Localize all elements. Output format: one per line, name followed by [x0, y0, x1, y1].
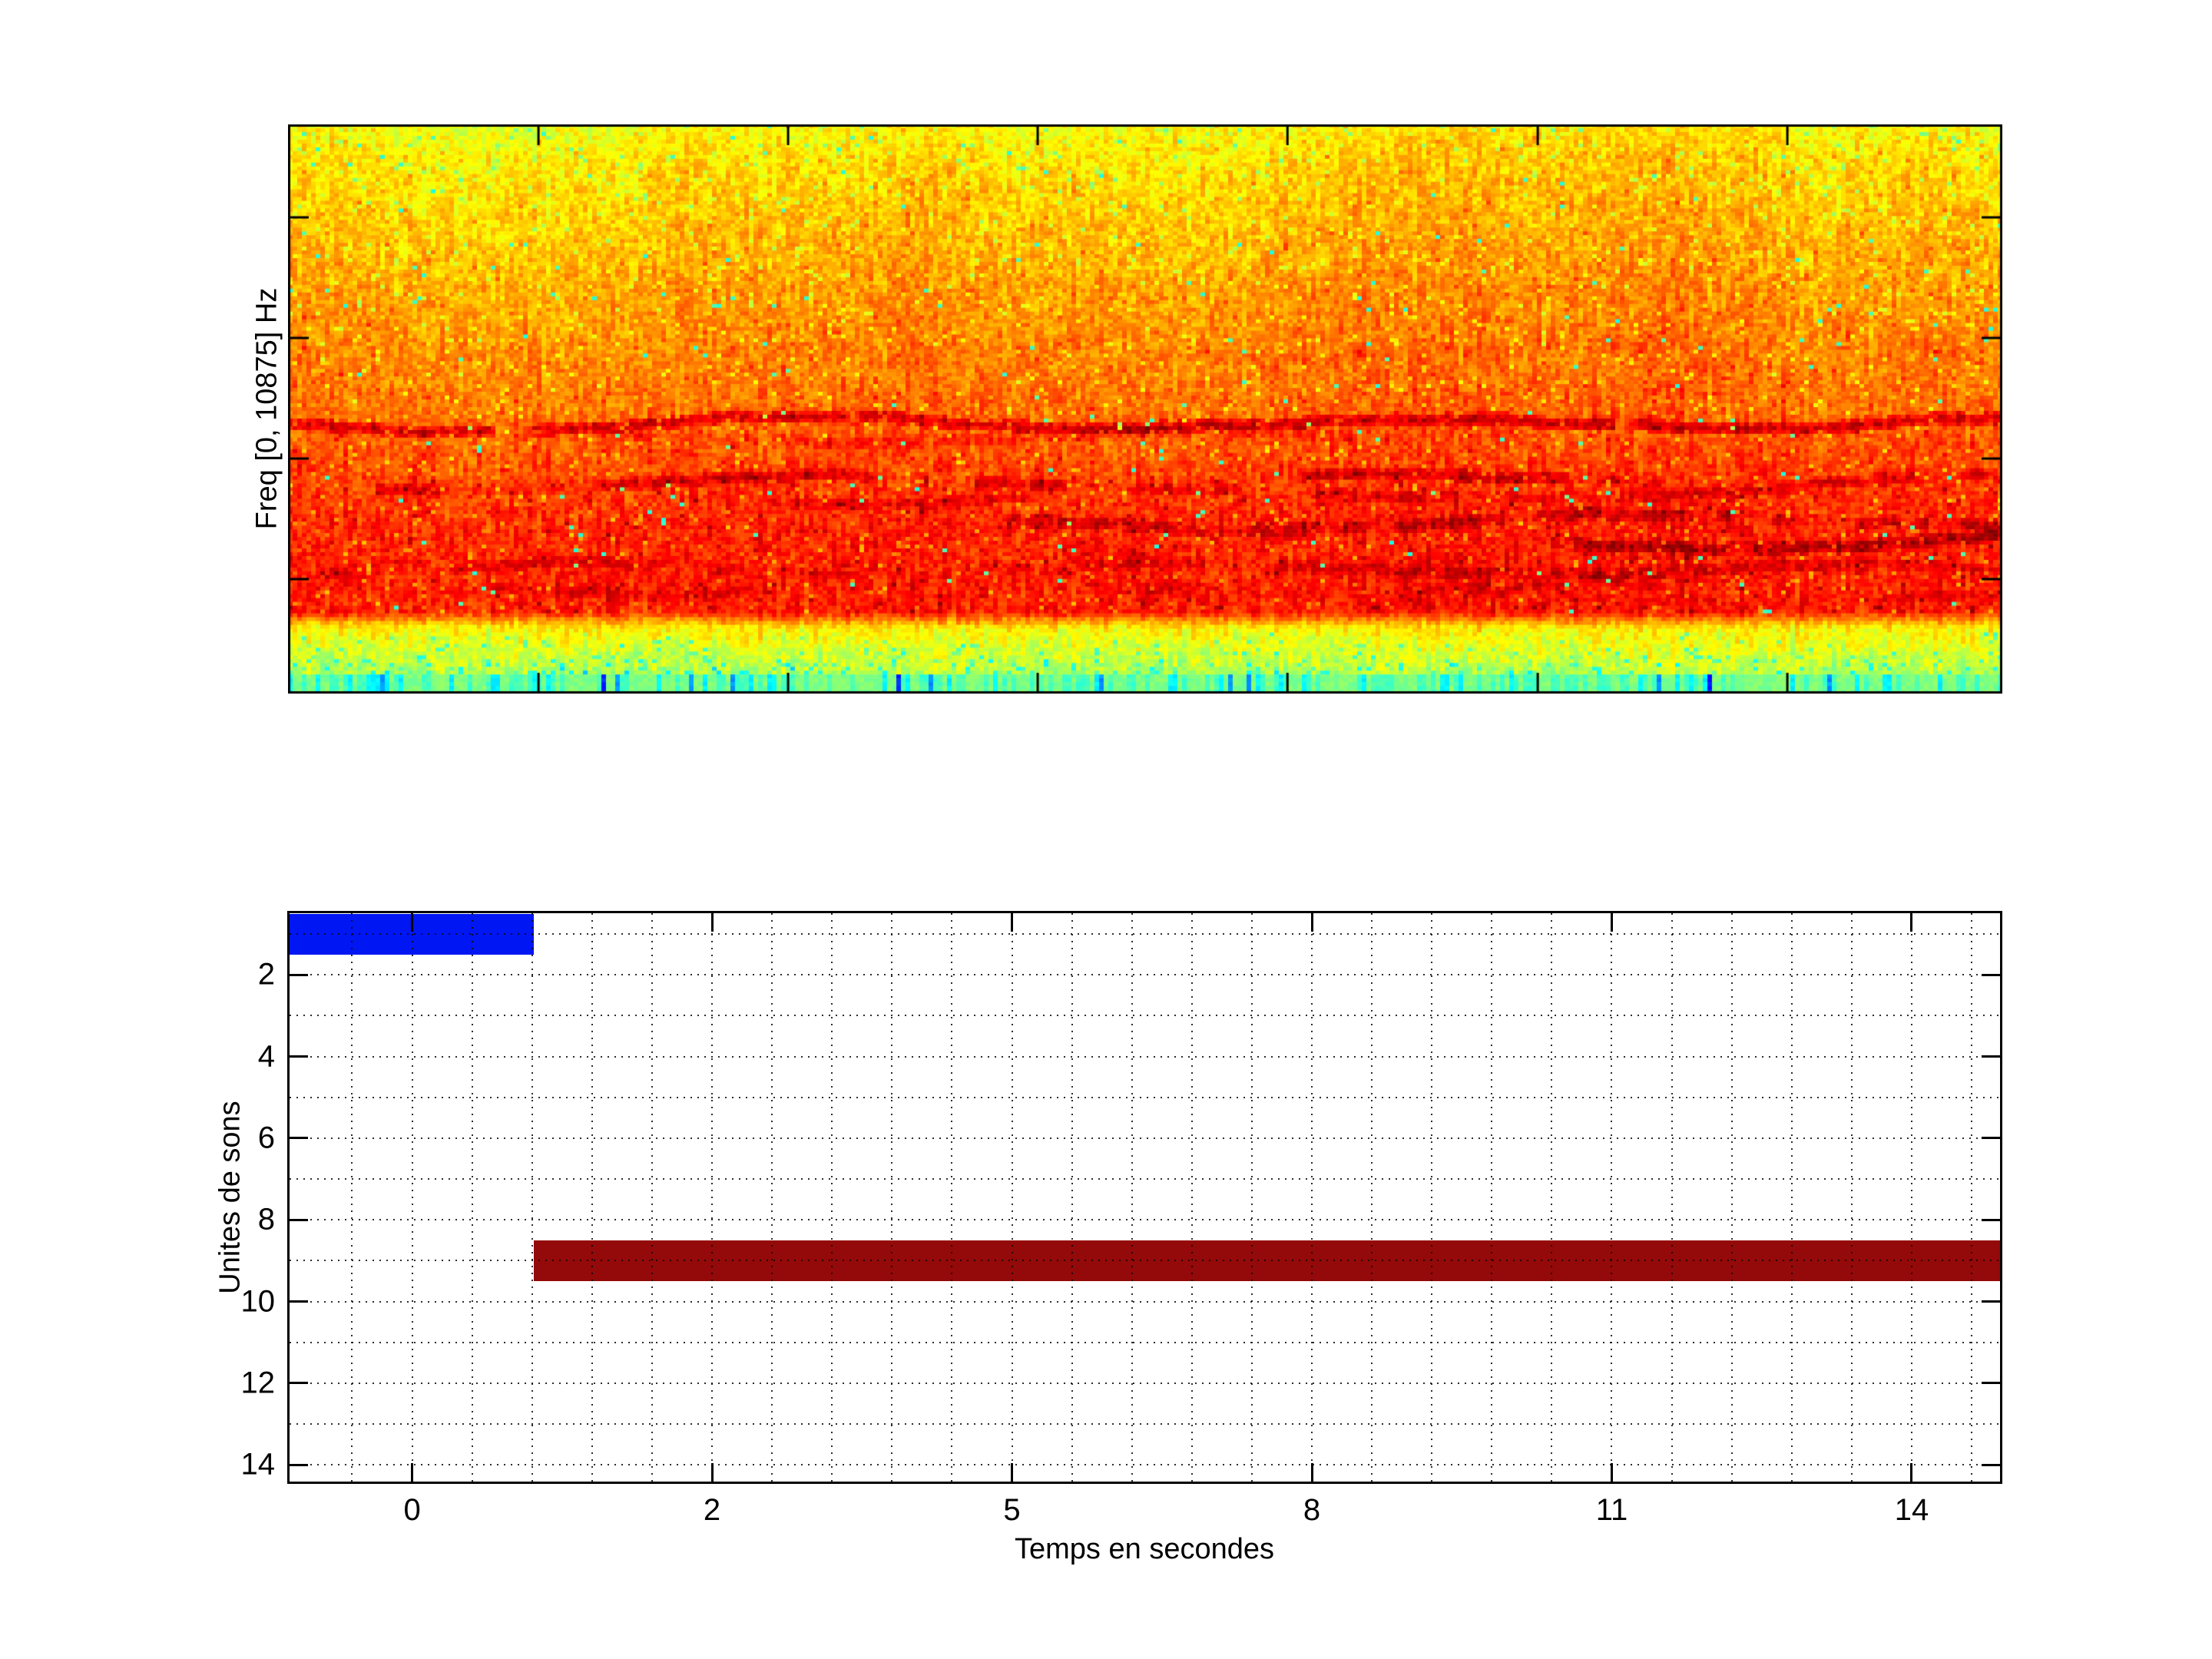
gridline-vertical — [1910, 913, 1912, 1482]
gridline-horizontal — [290, 1464, 2000, 1466]
x-axis-tick — [1910, 913, 1913, 932]
x-axis-tick — [411, 1463, 414, 1482]
x-axis-tick — [1011, 1463, 1014, 1482]
y-axis-tick — [290, 973, 308, 976]
x-axis-tick — [1310, 913, 1313, 932]
gridline-horizontal — [290, 1178, 2000, 1181]
gridline-vertical — [831, 913, 833, 1482]
gridline-vertical — [1071, 913, 1073, 1482]
gridline-horizontal — [290, 1300, 2000, 1303]
gridline-vertical — [1011, 913, 1013, 1482]
y-tick-label: 2 — [257, 957, 275, 992]
gridline-vertical — [1310, 913, 1313, 1482]
gridline-vertical — [1250, 913, 1253, 1482]
y-axis-tick — [290, 1300, 308, 1303]
y-tick-label: 12 — [240, 1366, 276, 1400]
gridline-vertical — [1491, 913, 1493, 1482]
gridline-vertical — [471, 913, 473, 1482]
x-axis-tick — [1610, 1463, 1613, 1482]
y-axis-tick — [290, 1055, 308, 1058]
gridline-vertical — [591, 913, 593, 1482]
spectrogram-y-axis-label: Freq [0, 10875] Hz — [250, 287, 283, 530]
x-axis-tick — [710, 913, 714, 932]
gridline-vertical — [1730, 913, 1733, 1482]
gridline-vertical — [1671, 913, 1673, 1482]
x-tick-label: 0 — [403, 1493, 421, 1527]
y-axis-tick — [1982, 1382, 2000, 1385]
gridline-horizontal — [290, 1260, 2000, 1262]
gridline-vertical — [411, 913, 413, 1482]
spectrogram-plot-area — [288, 124, 2002, 694]
gridline-horizontal — [290, 1055, 2000, 1058]
spectrogram-heatmap-image — [288, 124, 2002, 694]
x-tick-label: 14 — [1894, 1493, 1929, 1527]
y-axis-tick — [1982, 973, 2000, 976]
x-axis-tick — [1910, 1463, 1913, 1482]
gridline-vertical — [1551, 913, 1553, 1482]
x-tick-label: 11 — [1595, 1493, 1628, 1527]
y-axis-tick — [1982, 1055, 2000, 1058]
y-tick-label: 14 — [240, 1447, 276, 1482]
x-tick-label: 5 — [1003, 1493, 1021, 1527]
gridline-horizontal — [290, 1422, 2000, 1425]
y-axis-tick — [1982, 1463, 2000, 1466]
units-x-axis-label: Temps en secondes — [1015, 1533, 1274, 1565]
gridline-vertical — [1431, 913, 1433, 1482]
y-tick-label: 6 — [257, 1121, 275, 1155]
y-axis-tick — [290, 1463, 308, 1466]
y-axis-tick — [1982, 1218, 2000, 1221]
gridline-horizontal — [290, 1015, 2000, 1017]
gridline-vertical — [771, 913, 773, 1482]
x-tick-label: 8 — [1303, 1493, 1321, 1527]
gridline-vertical — [1190, 913, 1193, 1482]
y-axis-tick — [1982, 1137, 2000, 1140]
gridline-vertical — [651, 913, 653, 1482]
x-axis-tick — [411, 913, 414, 932]
gridline-vertical — [1611, 913, 1613, 1482]
units-plot-area — [287, 911, 2002, 1484]
gridline-horizontal — [290, 1096, 2000, 1098]
y-tick-label: 10 — [240, 1284, 276, 1319]
gridline-vertical — [351, 913, 353, 1482]
gridline-vertical — [1971, 913, 1973, 1482]
gridline-vertical — [1131, 913, 1133, 1482]
y-tick-label: 8 — [257, 1202, 275, 1237]
y-axis-tick — [290, 1137, 308, 1140]
gridline-horizontal — [290, 1341, 2000, 1343]
units-x-tick-labels: 0 2 5 8 11 14 — [290, 1493, 2000, 1532]
x-axis-tick — [710, 1463, 714, 1482]
gridline-horizontal — [290, 1219, 2000, 1221]
x-axis-tick — [1610, 913, 1613, 932]
gridline-vertical — [1850, 913, 1853, 1482]
gridline-horizontal — [290, 1137, 2000, 1139]
x-axis-tick — [1310, 1463, 1313, 1482]
x-tick-label: 2 — [703, 1493, 721, 1527]
gridline-vertical — [1371, 913, 1373, 1482]
gridline-horizontal — [290, 974, 2000, 976]
y-axis-tick — [290, 1382, 308, 1385]
y-axis-tick — [290, 1218, 308, 1221]
gridline-horizontal — [290, 1382, 2000, 1384]
gridline-vertical — [711, 913, 714, 1482]
y-axis-tick — [1982, 1300, 2000, 1303]
gridline-vertical — [891, 913, 893, 1482]
x-axis-tick — [1011, 913, 1014, 932]
gridline-vertical — [1790, 913, 1793, 1482]
gridline-vertical — [951, 913, 953, 1482]
units-y-tick-labels: 2 4 6 8 10 12 14 — [180, 913, 276, 1482]
y-tick-label: 4 — [257, 1039, 275, 1074]
gridline-vertical — [531, 913, 533, 1482]
gridline-horizontal — [290, 933, 2000, 935]
